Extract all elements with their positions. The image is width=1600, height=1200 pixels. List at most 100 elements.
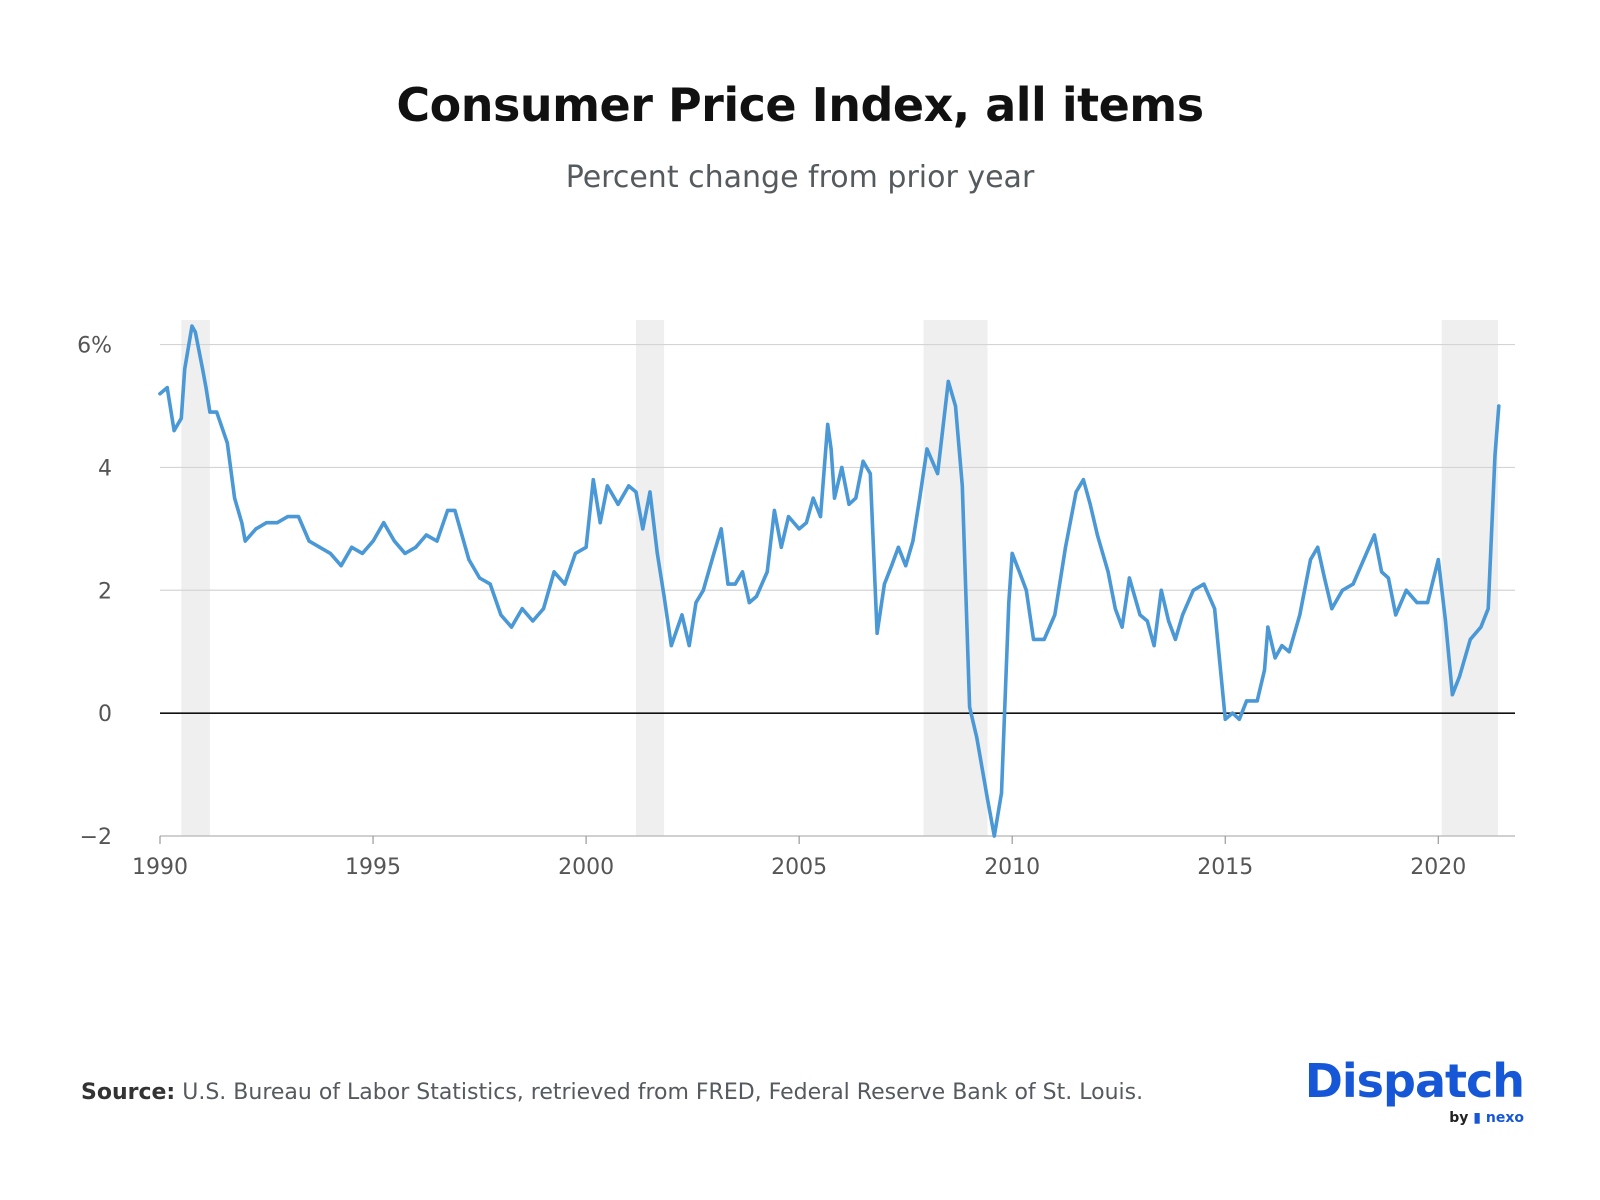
data-point xyxy=(275,521,279,525)
x-tick-label: 1995 xyxy=(345,855,401,880)
x-tick-label: 2020 xyxy=(1410,855,1466,880)
data-point xyxy=(208,410,212,414)
data-point xyxy=(591,478,595,482)
data-point xyxy=(541,607,546,611)
data-point xyxy=(779,545,783,549)
x-axis: 1990 1995 2000 2005 2010 2015 2020 xyxy=(132,835,1515,880)
nexo-icon: ▮ xyxy=(1473,1110,1481,1126)
source-text: U.S. Bureau of Labor Statistics, retriev… xyxy=(182,1080,1144,1105)
data-point xyxy=(1053,613,1057,617)
data-point xyxy=(1074,490,1078,494)
data-point xyxy=(765,570,769,574)
data-point xyxy=(531,619,535,623)
data-point xyxy=(1372,533,1376,537)
data-point xyxy=(1010,551,1014,556)
logo-byline: by ▮ nexo xyxy=(1449,1110,1524,1126)
logo-wordmark: Dispatch xyxy=(1304,1054,1525,1108)
data-point xyxy=(1404,588,1408,592)
data-point xyxy=(1106,570,1110,574)
data-point xyxy=(1113,607,1117,611)
data-point xyxy=(936,471,940,476)
x-tick-label: 2015 xyxy=(1197,855,1253,880)
data-point xyxy=(1181,613,1185,617)
data-point xyxy=(1316,545,1320,549)
data-point xyxy=(687,643,691,648)
data-point xyxy=(204,385,208,390)
y-axis-ticks: −2 0 2 4 6% xyxy=(77,334,112,850)
data-point xyxy=(1450,693,1454,697)
data-point xyxy=(680,613,684,617)
data-point xyxy=(747,600,751,605)
data-point xyxy=(1017,570,1022,574)
data-point xyxy=(861,459,865,463)
data-point xyxy=(797,527,801,531)
data-point xyxy=(669,643,673,648)
x-tick-label: 2010 xyxy=(984,855,1040,880)
data-point xyxy=(925,447,929,451)
data-point xyxy=(1351,582,1355,586)
data-point xyxy=(520,607,524,611)
data-point xyxy=(605,484,610,488)
data-point xyxy=(232,496,237,500)
data-point xyxy=(1191,588,1195,592)
data-point xyxy=(804,521,808,525)
data-point xyxy=(694,600,698,605)
series-line-0 xyxy=(158,324,1501,838)
data-point xyxy=(662,594,666,599)
data-point xyxy=(1280,643,1284,648)
data-point xyxy=(1138,613,1142,617)
data-point xyxy=(786,514,791,519)
data-point xyxy=(655,551,659,556)
data-point xyxy=(1088,502,1092,506)
data-point xyxy=(1127,576,1131,580)
data-point xyxy=(446,508,450,513)
y-tick-label: 4 xyxy=(98,456,112,481)
line-chart: −2 0 2 4 6% 1990 1995 2000 2005 2010 2015 2020 xyxy=(77,320,1515,880)
chart-subtitle: Percent change from prior year xyxy=(565,160,1035,195)
data-point xyxy=(1415,600,1419,605)
data-point xyxy=(477,576,482,580)
data-point xyxy=(307,539,311,543)
data-point xyxy=(328,551,333,556)
logo-partner: nexo xyxy=(1485,1110,1524,1126)
data-point xyxy=(1386,576,1391,580)
data-point xyxy=(1426,600,1430,605)
data-point xyxy=(158,392,162,396)
x-tick-label: 1990 xyxy=(132,855,188,880)
data-point xyxy=(985,797,990,801)
data-point xyxy=(240,521,244,525)
data-point xyxy=(264,521,269,525)
data-point xyxy=(1145,619,1149,623)
data-point xyxy=(1237,717,1241,721)
gridlines xyxy=(160,343,1515,837)
data-point xyxy=(598,521,602,525)
data-point xyxy=(1173,637,1177,642)
data-point xyxy=(1443,619,1448,623)
data-point xyxy=(1322,576,1327,580)
data-point xyxy=(616,502,620,506)
y-tick-label: 0 xyxy=(98,702,112,727)
data-point xyxy=(701,588,705,592)
data-point xyxy=(392,539,396,543)
data-point xyxy=(1230,711,1235,715)
data-point xyxy=(563,582,567,586)
data-point xyxy=(552,570,556,574)
data-point xyxy=(403,551,407,556)
data-point xyxy=(1202,582,1206,586)
source-label: Source: xyxy=(81,1080,176,1105)
y-tick-label: 2 xyxy=(98,579,112,604)
data-point xyxy=(1063,545,1068,549)
data-point xyxy=(1166,619,1171,623)
data-point xyxy=(1042,637,1046,642)
data-point xyxy=(890,564,894,568)
data-point xyxy=(627,484,631,488)
data-point xyxy=(499,613,503,617)
data-point xyxy=(382,521,386,525)
data-point xyxy=(1255,699,1259,703)
x-tick-label: 2005 xyxy=(771,855,827,880)
data-point xyxy=(918,496,922,500)
data-point xyxy=(648,490,652,494)
data-point xyxy=(453,508,457,513)
data-point xyxy=(165,385,169,390)
data-point xyxy=(1308,557,1313,562)
